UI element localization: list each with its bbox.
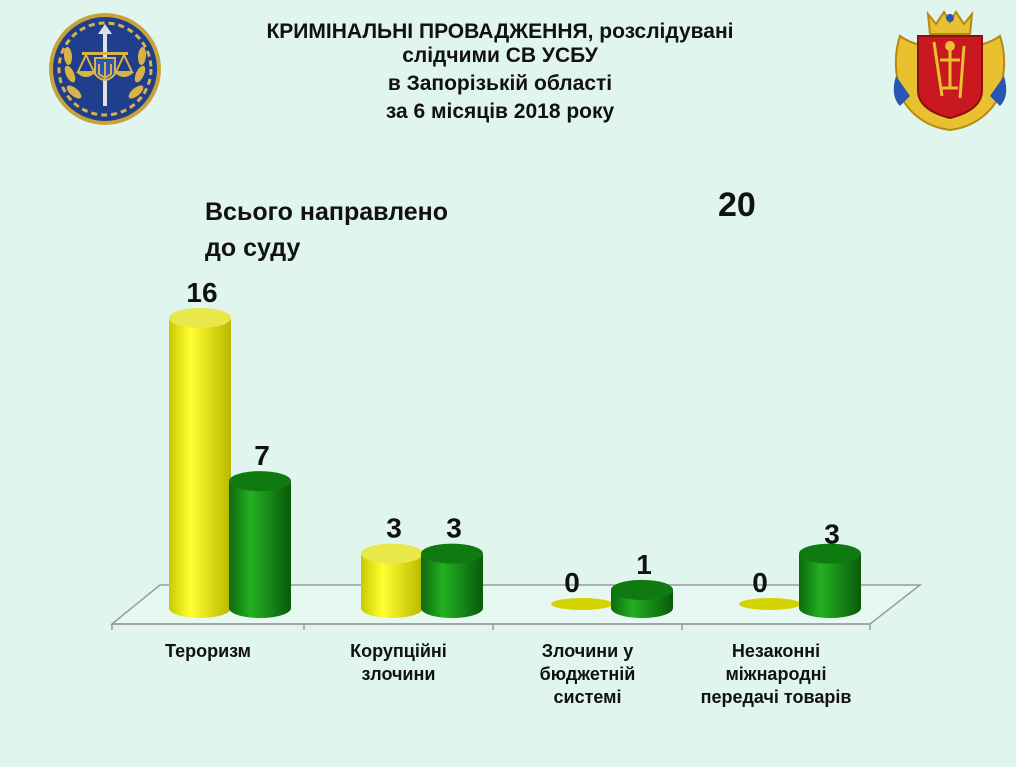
category-label: Тероризм — [165, 641, 251, 661]
category-label: передачі товарів — [701, 687, 852, 707]
total-label: Всього направлено до суду — [205, 194, 448, 266]
bar — [169, 318, 231, 618]
bar — [551, 598, 613, 610]
category-label: бюджетній — [540, 664, 636, 684]
bar-top — [799, 543, 861, 564]
bar-top — [361, 543, 423, 564]
title-line-2: слідчими СВ УСБУ — [402, 44, 598, 67]
bar — [799, 553, 861, 618]
total-label-line-2: до суду — [205, 234, 301, 262]
data-label: 3 — [446, 513, 462, 544]
category-label: системі — [554, 687, 622, 707]
bar — [229, 481, 291, 618]
title-line-4: за 6 місяців 2018 року — [385, 100, 615, 123]
category-label: міжнародні — [725, 664, 826, 684]
category-label: Корупційні — [350, 641, 447, 661]
bar-top — [229, 471, 291, 492]
data-label: 0 — [564, 567, 580, 598]
data-label: 7 — [254, 440, 270, 471]
page-title: КРИМІНАЛЬНІ ПРОВАДЖЕННЯ, розслідувані сл… — [190, 20, 810, 124]
category-label: Незаконні — [732, 641, 820, 661]
data-label: 3 — [386, 513, 402, 544]
data-label: 0 — [752, 567, 768, 598]
bar-top — [169, 308, 231, 328]
sbu-seal-icon — [49, 13, 161, 125]
bar — [739, 598, 801, 610]
bar-top — [421, 543, 483, 564]
data-label: 16 — [186, 277, 217, 308]
total-value: 20 — [718, 186, 756, 224]
category-label: злочини — [362, 664, 436, 684]
data-label: 3 — [824, 519, 840, 550]
category-label: Злочини у — [542, 641, 634, 661]
bar-top — [611, 579, 673, 600]
total-label-line-1: Всього направлено — [205, 198, 449, 226]
bar — [421, 553, 483, 618]
zaporizhzhia-coat-of-arms-icon — [893, 10, 1007, 132]
data-label: 1 — [636, 549, 652, 580]
title-line-3: в Запорізькій області — [387, 72, 613, 95]
bar — [361, 553, 423, 618]
title-line-1: КРИМІНАЛЬНІ ПРОВАДЖЕННЯ, розслідувані — [266, 20, 734, 43]
